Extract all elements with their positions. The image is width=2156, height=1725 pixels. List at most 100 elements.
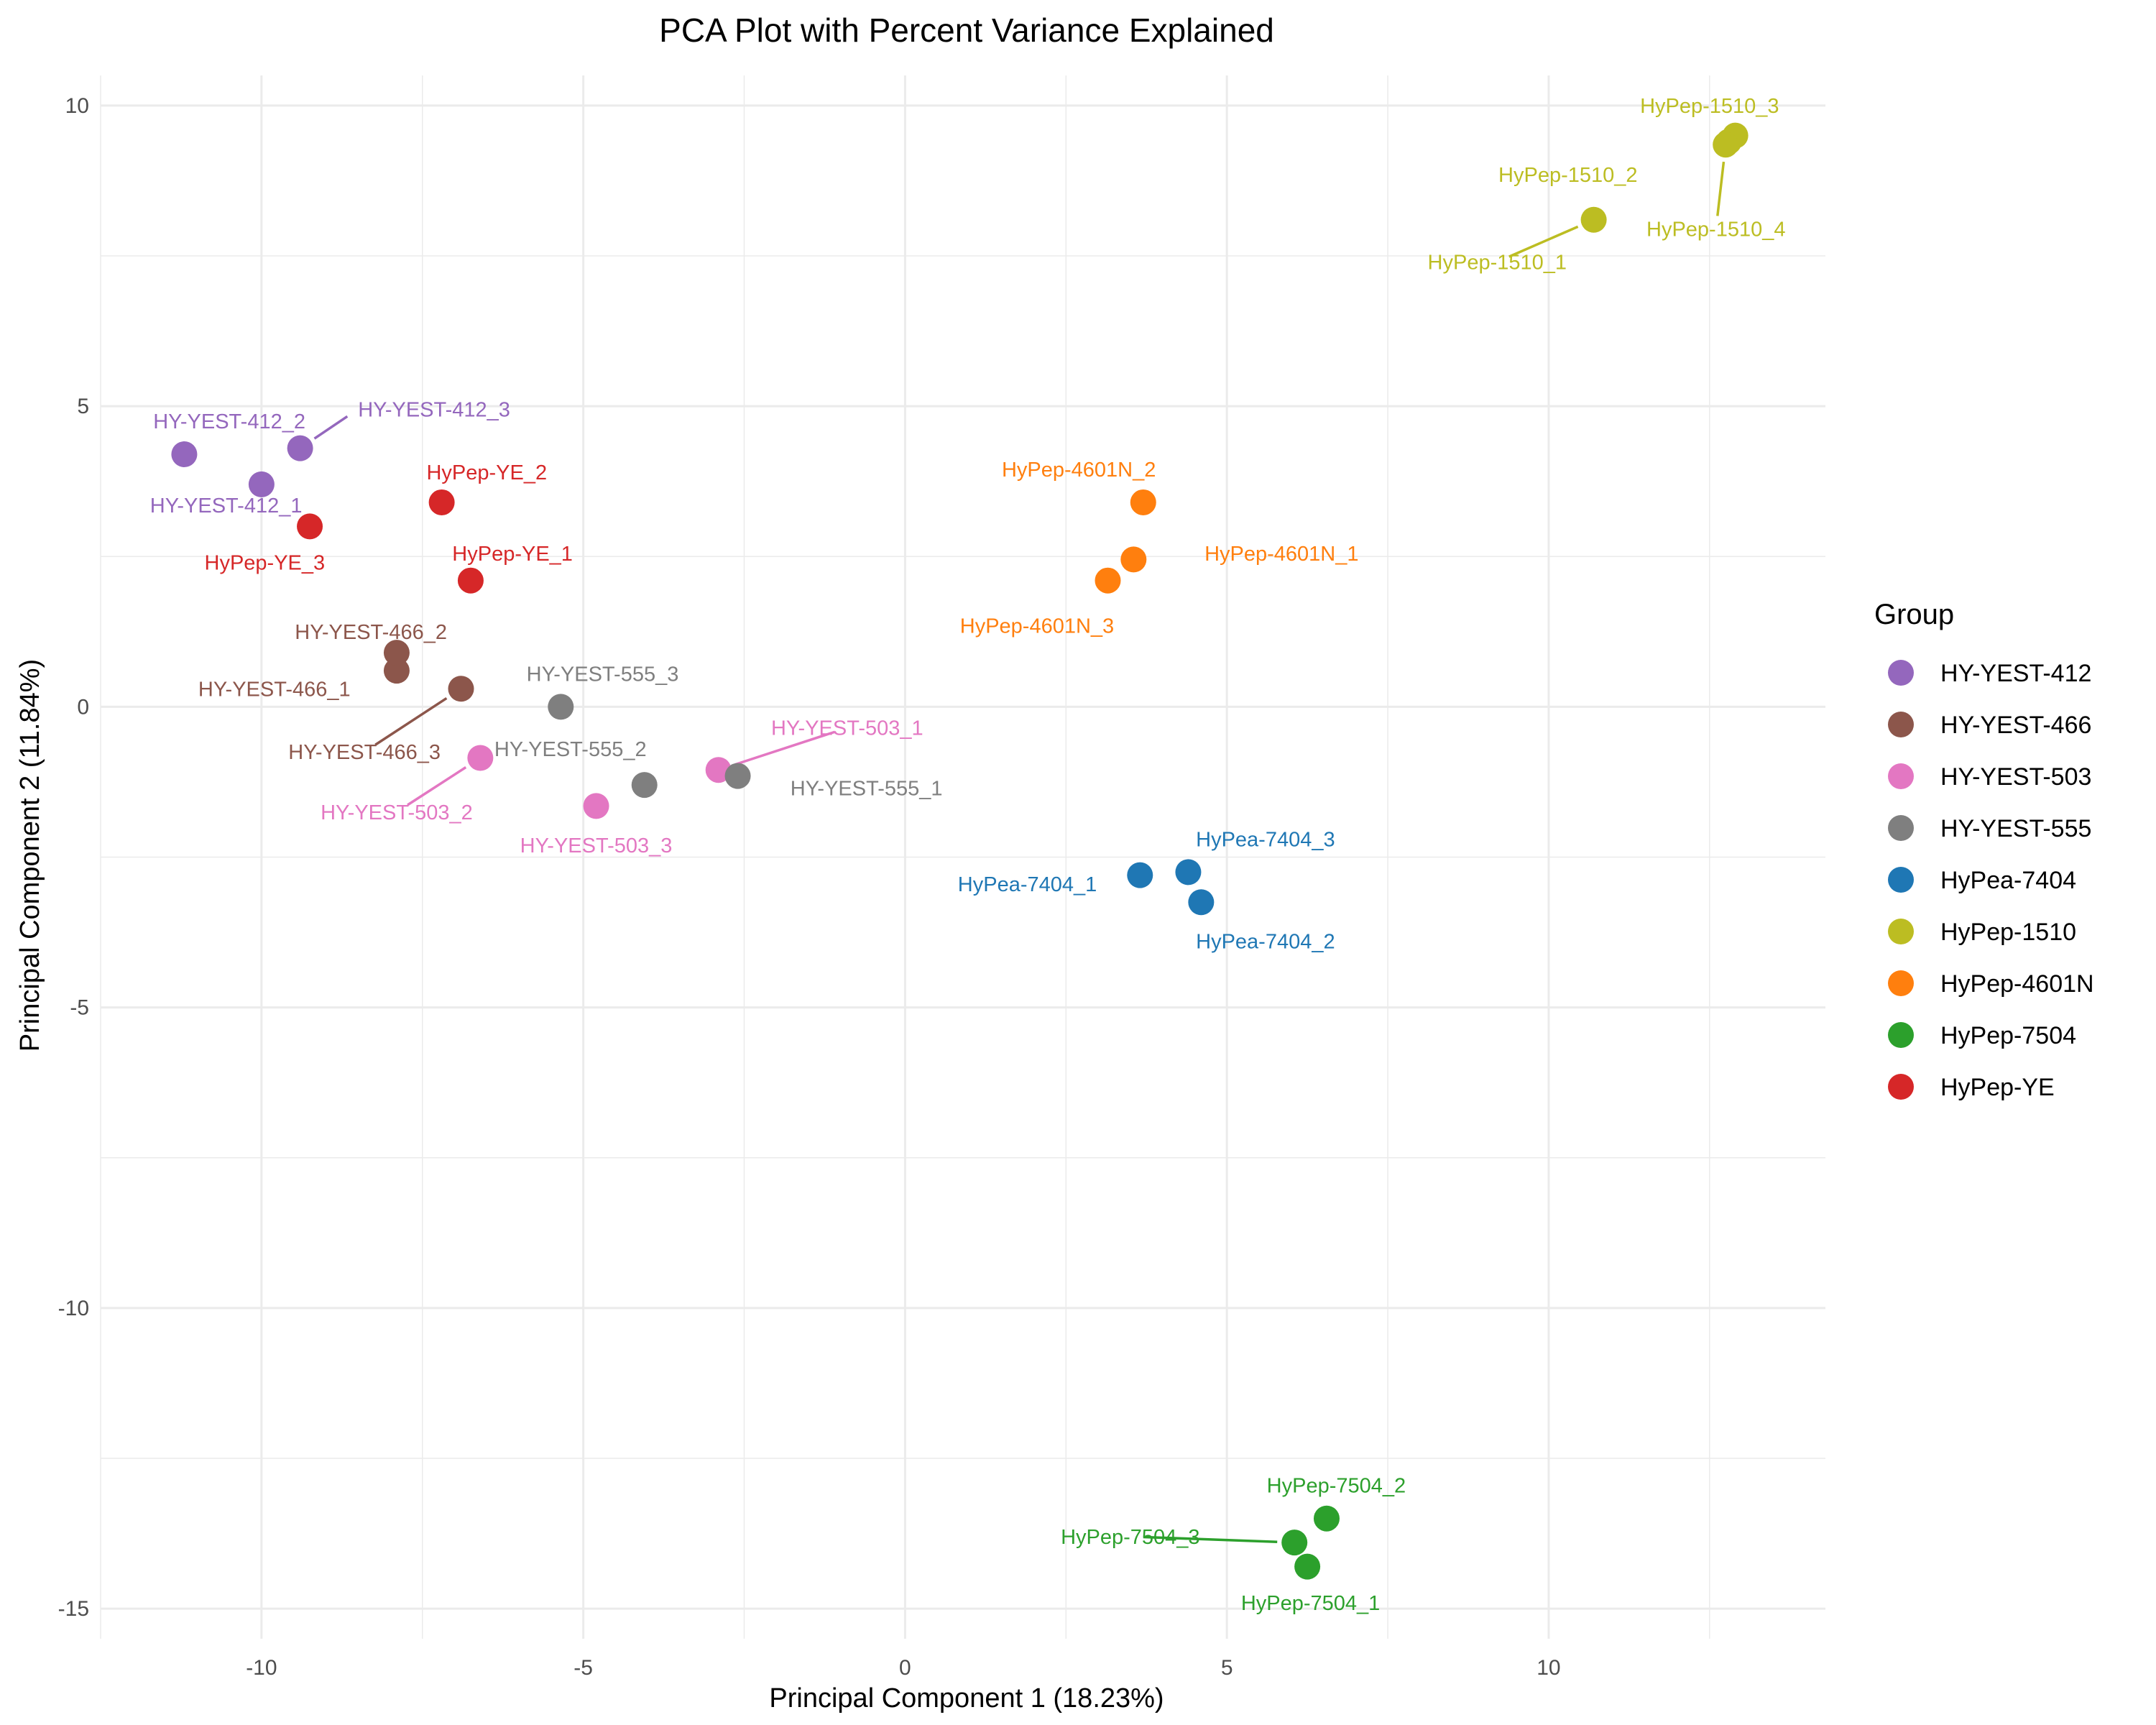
point-label: HyPep-7504_2: [1267, 1475, 1406, 1498]
legend-item-label: HyPea-7404: [1940, 867, 2076, 894]
legend-item-label: HyPep-4601N: [1940, 970, 2094, 998]
grid-lines: [100, 75, 1825, 1639]
axis-ticks: -10 -5 0 5 10 10 5 0 -5 -10 -15: [58, 94, 1561, 1680]
y-tick-label: -15: [58, 1597, 89, 1621]
legend-swatch: [1888, 660, 1914, 686]
label-connector: [1143, 1535, 1278, 1544]
label-connector: [313, 415, 349, 440]
data-point: [248, 471, 275, 497]
point-label: HY-YEST-555_1: [791, 777, 943, 800]
point-label: HyPep-4601N_3: [960, 615, 1114, 638]
point-label: HyPep-4601N_2: [1002, 459, 1156, 482]
x-tick-label: -5: [573, 1656, 593, 1680]
point-label: HY-YEST-555_2: [494, 738, 647, 761]
data-point: [171, 441, 198, 468]
x-tick-label: -10: [246, 1656, 277, 1680]
point-label: HY-YEST-466_2: [295, 621, 447, 644]
legend-swatch: [1888, 1074, 1914, 1100]
label-connector: [734, 730, 836, 766]
point-label: HY-YEST-555_3: [527, 663, 679, 686]
data-point: [1175, 859, 1202, 886]
data-point: [1713, 132, 1739, 158]
data-point: [548, 694, 574, 720]
legend: Group HY-YEST-412HY-YEST-466HY-YEST-503H…: [1874, 599, 2094, 1101]
data-point: [1130, 489, 1156, 515]
legend-item-label: HY-YEST-466: [1940, 712, 2091, 739]
data-points: [171, 122, 1749, 1580]
x-axis-label: Principal Component 1 (18.23%): [769, 1683, 1164, 1714]
data-point: [1294, 1553, 1321, 1580]
data-point: [1281, 1530, 1308, 1556]
legend-swatch: [1888, 1022, 1914, 1048]
y-tick-label: -10: [58, 1297, 89, 1320]
x-tick-label: 0: [899, 1656, 911, 1680]
legend-swatch: [1888, 815, 1914, 841]
legend-swatch: [1888, 919, 1914, 944]
legend-item-label: HY-YEST-503: [1940, 763, 2091, 791]
y-axis-label: Principal Component 2 (11.84%): [15, 659, 45, 1052]
point-label: HyPep-1510_1: [1428, 251, 1567, 274]
data-point: [1313, 1505, 1340, 1532]
data-point: [583, 793, 609, 819]
legend-title: Group: [1874, 599, 1954, 630]
y-tick-label: 0: [77, 695, 89, 719]
data-point: [467, 745, 494, 771]
legend-item-label: HyPep-YE: [1940, 1074, 2055, 1101]
label-connector: [374, 696, 448, 746]
legend-items: HY-YEST-412 HY-YEST-466 HY-YEST-503 HY-YEST…: [1888, 660, 2094, 1101]
point-label: HY-YEST-466_3: [288, 741, 441, 764]
y-tick-label: 5: [77, 395, 89, 418]
point-label: HyPep-1510_2: [1498, 164, 1637, 187]
data-point: [383, 658, 410, 684]
data-point: [1188, 889, 1215, 916]
data-point: [383, 640, 410, 666]
y-tick-label: 10: [65, 94, 89, 118]
label-connector: [1508, 225, 1579, 258]
legend-swatch: [1888, 867, 1914, 893]
point-label: HyPea-7404_2: [1196, 931, 1335, 954]
chart-title: PCA Plot with Percent Variance Explained: [659, 12, 1274, 49]
point-label: HyPep-YE_3: [205, 552, 326, 575]
legend-item-label: HyPep-1510: [1940, 919, 2076, 946]
legend-item-label: HyPep-7504: [1940, 1022, 2076, 1049]
point-label: HY-YEST-503_2: [321, 801, 473, 824]
data-point: [457, 567, 484, 594]
data-point: [1127, 862, 1153, 888]
point-label: HyPea-7404_1: [958, 873, 1097, 896]
point-label: HyPep-4601N_1: [1204, 543, 1358, 566]
data-point: [448, 676, 474, 702]
legend-item-label: HY-YEST-412: [1940, 660, 2091, 687]
data-point: [631, 772, 658, 799]
point-label: HyPep-YE_1: [452, 543, 573, 566]
x-tick-label: 10: [1537, 1656, 1560, 1680]
point-label: HY-YEST-503_3: [520, 834, 673, 857]
label-connector: [407, 766, 467, 806]
point-label: HyPep-7504_3: [1061, 1526, 1199, 1549]
legend-swatch: [1888, 712, 1914, 737]
point-label: HyPea-7404_3: [1196, 828, 1335, 851]
point-label: HY-YEST-503_1: [771, 717, 923, 740]
point-label: HyPep-1510_4: [1646, 218, 1785, 241]
point-label: HyPep-YE_2: [426, 461, 547, 484]
point-label: HY-YEST-466_1: [198, 678, 351, 701]
legend-item-label: HY-YEST-555: [1940, 815, 2091, 842]
data-point: [724, 763, 751, 789]
legend-swatch: [1888, 763, 1914, 789]
point-label: HY-YEST-412_3: [358, 398, 510, 421]
point-label: HY-YEST-412_2: [153, 410, 305, 433]
point-label: HyPep-1510_3: [1640, 95, 1779, 118]
y-tick-label: -5: [70, 996, 89, 1020]
data-point: [428, 489, 455, 515]
data-point: [1580, 206, 1607, 233]
data-point: [287, 435, 313, 461]
label-connector: [1716, 161, 1726, 216]
data-point: [297, 513, 323, 540]
legend-swatch: [1888, 970, 1914, 996]
point-labels: HY-YEST-412_1 HY-YEST-412_2 HY-YEST-412_3 H…: [150, 95, 1786, 1615]
data-point: [1095, 567, 1121, 594]
label-connector-lines: [313, 161, 1726, 1544]
x-tick-label: 5: [1221, 1656, 1233, 1680]
point-label: HyPep-7504_1: [1241, 1592, 1380, 1615]
point-label: HY-YEST-412_1: [150, 494, 303, 518]
